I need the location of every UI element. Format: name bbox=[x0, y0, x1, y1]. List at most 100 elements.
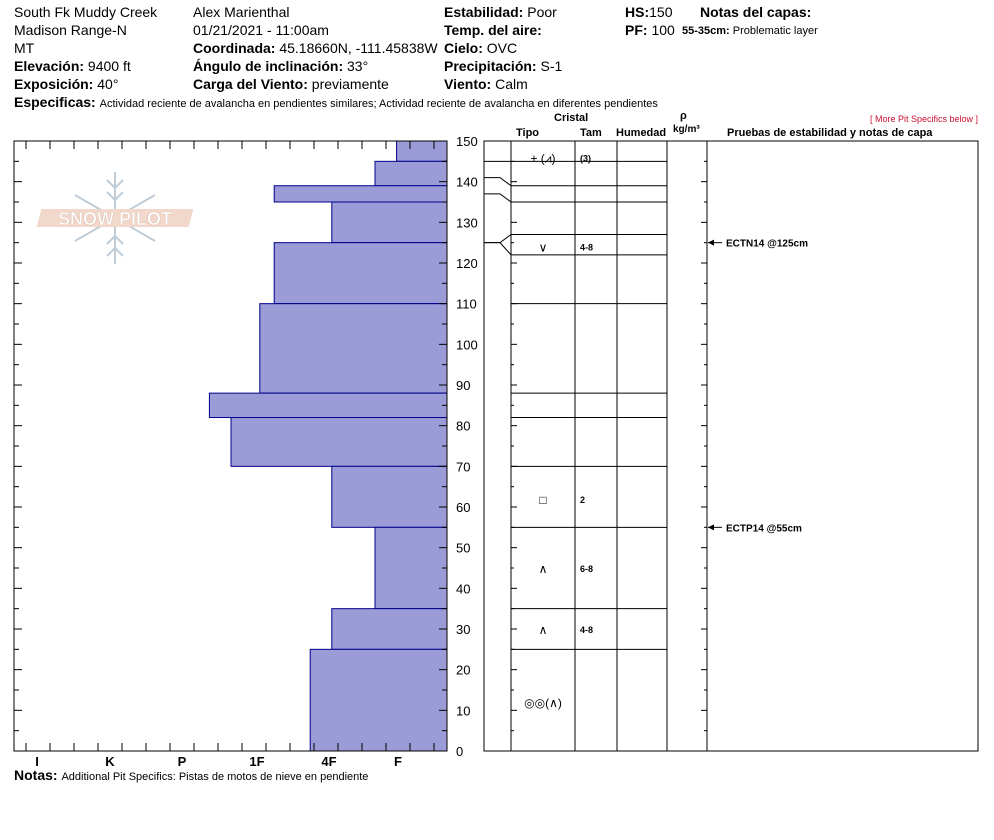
observer: Alex Marienthal bbox=[193, 4, 290, 20]
layer-note-range: 55-35cm: bbox=[682, 25, 730, 37]
hardness-bar bbox=[396, 140, 448, 162]
tipo-header: Tipo bbox=[516, 127, 540, 139]
hardness-tick-label: K bbox=[105, 754, 115, 769]
crystal-size: (3) bbox=[580, 153, 591, 163]
stability-row: Estabilidad: Poor bbox=[444, 4, 557, 20]
depth-tick-label: 130 bbox=[456, 215, 478, 230]
slope-row: Ángulo de inclinación: 33° bbox=[193, 58, 368, 74]
coord-row: Coordinada: 45.18660N, -111.45838W bbox=[193, 40, 438, 56]
layer-connector bbox=[484, 234, 512, 244]
density-unit-header: kg/m³ bbox=[673, 124, 700, 135]
layer-note-text: Problematic layer bbox=[732, 25, 818, 37]
specifics-text: Actividad reciente de avalancha en pendi… bbox=[99, 98, 658, 110]
aspect-value: 40° bbox=[97, 76, 119, 92]
elevation-label: Elevación: bbox=[14, 58, 85, 74]
coord-value: 45.18660N, -111.45838W bbox=[279, 40, 438, 56]
crystal-size: 4-8 bbox=[580, 625, 593, 635]
rho-header: ρ bbox=[680, 110, 687, 122]
crystal-type: ∨ bbox=[539, 241, 548, 255]
hardness-tick-label: F bbox=[394, 754, 402, 769]
test-label: ECTN14 @125cm bbox=[726, 239, 808, 250]
notes-text: Additional Pit Specifics: Pistas de moto… bbox=[61, 771, 369, 783]
layer-connector bbox=[484, 242, 512, 256]
layer-notes-label: Notas del capas: bbox=[700, 4, 812, 20]
hardness-tick-label: 1F bbox=[249, 754, 264, 769]
humedad-header: Humedad bbox=[616, 127, 667, 139]
stability-value: Poor bbox=[527, 4, 557, 20]
slope-label: Ángulo de inclinación: bbox=[193, 58, 344, 74]
crystal-type: ∧ bbox=[539, 562, 548, 576]
hardness-bar bbox=[331, 608, 448, 650]
notes-row: Notas: Additional Pit Specifics: Pistas … bbox=[14, 767, 368, 785]
pf-label: PF: bbox=[625, 22, 648, 38]
slope-value: 33° bbox=[347, 58, 369, 74]
wind-load-label: Carga del Viento: bbox=[193, 76, 308, 92]
depth-tick-label: 80 bbox=[456, 419, 470, 434]
depth-tick-label: 0 bbox=[456, 744, 463, 759]
depth-tick-label: 70 bbox=[456, 459, 470, 474]
test-label: ECTP14 @55cm bbox=[726, 523, 802, 534]
layer-connector bbox=[484, 177, 512, 187]
depth-tick-label: 110 bbox=[456, 297, 477, 312]
hardness-bar bbox=[309, 648, 448, 752]
datetime: 01/21/2021 - 11:00am bbox=[193, 22, 329, 38]
state: MT bbox=[14, 40, 35, 56]
layer-note-row: 55-35cm: Problematic layer bbox=[682, 23, 818, 39]
crystal-size: 4-8 bbox=[580, 243, 593, 253]
hardness-tick-label: I bbox=[35, 754, 39, 769]
wind-load-row: Carga del Viento: previamente bbox=[193, 76, 389, 92]
crystal-type: + (⩘) bbox=[530, 151, 555, 165]
test-arrow-head bbox=[708, 524, 714, 531]
sky-row: Cielo: OVC bbox=[444, 40, 517, 56]
hardness-bar bbox=[331, 465, 448, 528]
depth-tick-label: 50 bbox=[456, 541, 470, 556]
range: Madison Range-N bbox=[14, 22, 127, 38]
snowpilot-logo: SNOW PILOT bbox=[36, 172, 194, 264]
precip-label: Precipitación: bbox=[444, 58, 537, 74]
location: South Fk Muddy Creek bbox=[14, 4, 158, 20]
more-specifics-link[interactable]: [ More Pit Specifics below ] bbox=[870, 114, 979, 124]
logo-text: SNOW PILOT bbox=[58, 209, 172, 229]
notes-label: Notas: bbox=[14, 767, 58, 783]
depth-tick-label: 120 bbox=[456, 256, 478, 271]
hs-label: HS: bbox=[625, 4, 650, 20]
wind-label: Viento: bbox=[444, 76, 492, 92]
cristal-header: Cristal bbox=[554, 112, 589, 124]
depth-tick-label: 10 bbox=[456, 703, 470, 718]
depth-tick-label: 150 bbox=[456, 134, 478, 149]
sky-value: OVC bbox=[486, 40, 518, 56]
wind-row: Viento: Calm bbox=[444, 76, 528, 92]
layer-connector bbox=[484, 193, 512, 203]
crystal-size: 6-8 bbox=[580, 564, 593, 574]
wind-load-value: previamente bbox=[311, 76, 389, 92]
elevation-value: 9400 ft bbox=[87, 58, 131, 74]
precip-row: Precipitación: S-1 bbox=[444, 58, 562, 74]
hardness-bar bbox=[208, 392, 448, 419]
stability-label: Estabilidad: bbox=[444, 4, 524, 20]
pf-value: 100 bbox=[651, 22, 675, 38]
tests-header: Pruebas de estabilidad y notas de capa bbox=[727, 127, 933, 139]
tam-header: Tam bbox=[580, 127, 602, 139]
depth-tick-label: 90 bbox=[456, 378, 470, 393]
hardness-bar bbox=[374, 160, 448, 187]
hardness-tick-label: P bbox=[178, 754, 187, 769]
crystal-size: 2 bbox=[580, 495, 585, 505]
crystal-type: ∧ bbox=[539, 623, 548, 637]
coord-label: Coordinada: bbox=[193, 40, 276, 56]
hardness-bar bbox=[230, 417, 448, 467]
sky-label: Cielo: bbox=[444, 40, 483, 56]
air-temp-label: Temp. del aire: bbox=[444, 22, 542, 38]
depth-tick-label: 30 bbox=[456, 622, 470, 637]
crystal-type: ◎◎(∧) bbox=[524, 696, 562, 710]
depth-tick-label: 20 bbox=[456, 663, 470, 678]
crystal-type: □ bbox=[539, 493, 546, 507]
test-arrow-head bbox=[708, 239, 714, 246]
profile-table-frame bbox=[483, 140, 979, 752]
pf-row: PF: 100 bbox=[625, 22, 675, 38]
specifics-label: Especificas: bbox=[14, 94, 96, 110]
aspect-row: Exposición: 40° bbox=[14, 76, 118, 92]
depth-tick-label: 100 bbox=[456, 337, 478, 352]
wind-value: Calm bbox=[495, 76, 528, 92]
hs-value: 150 bbox=[649, 4, 673, 20]
